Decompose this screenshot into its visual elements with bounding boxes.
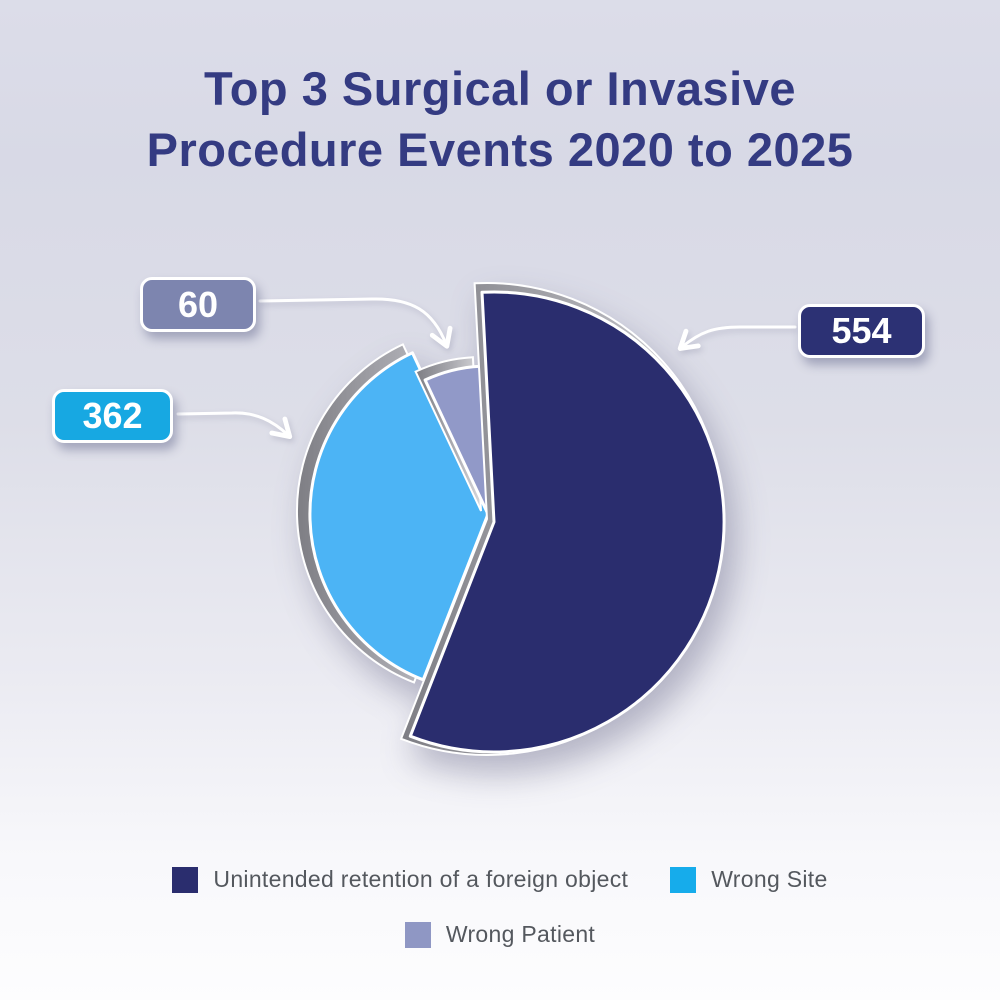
legend-swatch-wrong-site bbox=[670, 866, 697, 893]
callout-badge-retained-object: 554 bbox=[798, 304, 925, 358]
callout-arrow-wrong-site bbox=[176, 411, 293, 440]
legend-item-retained-object: Unintended retention of a foreign object bbox=[172, 866, 628, 893]
chart-title-line1: Top 3 Surgical or Invasive bbox=[204, 62, 796, 115]
callout-value-retained-object: 554 bbox=[831, 310, 892, 351]
callout-value-wrong-site: 362 bbox=[82, 395, 143, 436]
callout-arrow-retained-object bbox=[677, 325, 797, 351]
legend: Unintended retention of a foreign object… bbox=[0, 866, 1000, 948]
legend-label-retained-object: Unintended retention of a foreign object bbox=[213, 866, 629, 892]
legend-row-1: Unintended retention of a foreign object… bbox=[0, 866, 1000, 893]
legend-item-wrong-patient: Wrong Patient bbox=[404, 921, 596, 948]
pie-slice-wrong-site bbox=[308, 351, 490, 682]
pie-slices-group bbox=[296, 281, 726, 756]
chart-title: Top 3 Surgical or Invasive Procedure Eve… bbox=[0, 58, 1000, 180]
legend-swatch-wrong-patient bbox=[404, 921, 431, 948]
legend-label-wrong-patient: Wrong Patient bbox=[445, 921, 596, 947]
legend-row-2: Wrong Patient bbox=[0, 921, 1000, 948]
pie-slice-unintended-retention-of-a-foreign-object bbox=[408, 290, 726, 754]
legend-swatch-retained-object bbox=[172, 866, 199, 893]
chart-title-line2: Procedure Events 2020 to 2025 bbox=[146, 123, 854, 176]
callout-arrow-wrong-patient bbox=[258, 297, 453, 349]
legend-label-wrong-site: Wrong Site bbox=[711, 866, 828, 892]
legend-item-wrong-site: Wrong Site bbox=[670, 866, 827, 893]
callout-badge-wrong-patient: 60 bbox=[140, 277, 256, 332]
callout-badge-wrong-site: 362 bbox=[52, 389, 173, 443]
callout-value-wrong-patient: 60 bbox=[177, 283, 219, 325]
